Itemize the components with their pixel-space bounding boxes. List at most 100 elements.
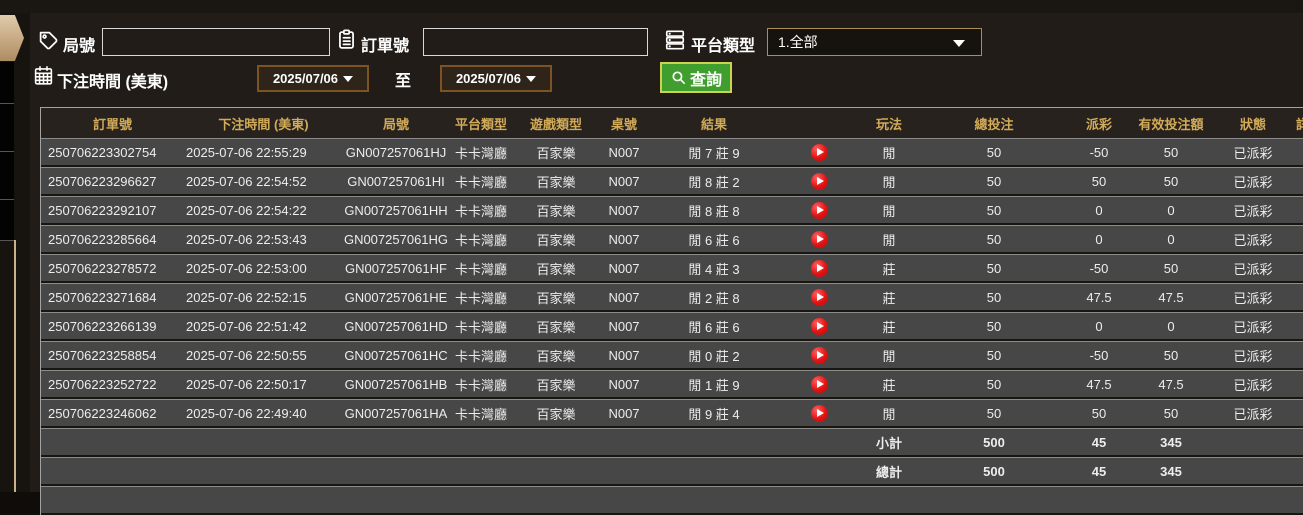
col-header-game: 遊戲類型 [529, 116, 582, 132]
cell-valid-bet: 47.5 [1129, 283, 1213, 312]
play-video-button[interactable] [810, 375, 828, 393]
cell-clipped [1293, 341, 1303, 370]
to-label: 至 [395, 73, 412, 90]
sidebar-item-clipped[interactable] [0, 104, 14, 152]
cell-status: 已派彩 [1213, 370, 1293, 399]
cell-result: 閒 4 莊 3 [649, 254, 779, 283]
cell-table: N007 [599, 225, 649, 254]
col-header-total-bet: 總投注 [974, 116, 1014, 132]
table-row: 250706223296627 2025-07-06 22:54:52 GN00… [41, 167, 1303, 196]
cell-valid-bet: 0 [1129, 196, 1213, 225]
play-video-button[interactable] [810, 346, 828, 364]
bet-history-table: 訂單號 下注時間 (美東) 局號 平台類型 遊戲類型 桌號 結果 玩法 總投注 … [40, 107, 1303, 515]
play-icon [816, 206, 824, 215]
cell-result: 閒 9 莊 4 [649, 399, 779, 428]
date-to-picker[interactable]: 2025/07/06 [440, 65, 552, 92]
cell-total-bet: 50 [919, 312, 1069, 341]
play-icon [816, 264, 824, 273]
cell-clipped [1293, 283, 1303, 312]
cell-round: GN007257061HH [343, 196, 449, 225]
round-number-label: 局號 [63, 38, 96, 55]
cell-status: 已派彩 [1213, 312, 1293, 341]
date-from-picker[interactable]: 2025/07/06 [257, 65, 369, 92]
col-header-round: 局號 [382, 116, 409, 132]
cell-video [779, 399, 859, 428]
rail-divider-line [14, 240, 16, 492]
cell-status: 已派彩 [1213, 254, 1293, 283]
play-video-button[interactable] [810, 143, 828, 161]
cell-valid-bet: 50 [1129, 167, 1213, 196]
cell-time: 2025-07-06 22:49:40 [184, 399, 343, 428]
cell-valid-bet: 50 [1129, 138, 1213, 167]
cell-clipped [1293, 225, 1303, 254]
round-number-input[interactable] [102, 28, 330, 56]
order-number-input[interactable] [423, 28, 648, 56]
cell-round: GN007257061HD [343, 312, 449, 341]
cell-round: GN007257061HE [343, 283, 449, 312]
play-video-button[interactable] [810, 201, 828, 219]
summary-total-bet: 500 [919, 457, 1069, 486]
cell-result: 閒 8 莊 2 [649, 167, 779, 196]
cell-valid-bet: 50 [1129, 341, 1213, 370]
play-video-button[interactable] [810, 259, 828, 277]
cell-video [779, 341, 859, 370]
cell-round: GN007257061HG [343, 225, 449, 254]
play-video-button[interactable] [810, 404, 828, 422]
cell-total-bet: 50 [919, 225, 1069, 254]
cell-platform: 卡卡灣廳 [449, 283, 513, 312]
play-icon [816, 148, 824, 157]
sidebar-item-clipped[interactable] [0, 152, 14, 200]
col-header-valid-bet: 有效投注額 [1138, 116, 1204, 132]
cell-clipped [1293, 138, 1303, 167]
cell-order: 250706223252722 [41, 370, 184, 399]
cell-table: N007 [599, 283, 649, 312]
cell-video [779, 225, 859, 254]
play-video-button[interactable] [810, 230, 828, 248]
cell-table: N007 [599, 399, 649, 428]
cell-payout: 50 [1069, 399, 1129, 428]
cell-order: 250706223285664 [41, 225, 184, 254]
cell-game: 百家樂 [513, 312, 599, 341]
cell-clipped [1293, 167, 1303, 196]
play-video-button[interactable] [810, 288, 828, 306]
summary-payout: 45 [1069, 457, 1129, 486]
search-button[interactable]: 查詢 [660, 62, 733, 93]
summary-row: 小計 500 45 345 [41, 428, 1303, 457]
col-header-time: 下注時間 (美東) [218, 116, 309, 132]
play-video-button[interactable] [810, 317, 828, 335]
cell-time: 2025-07-06 22:50:55 [184, 341, 343, 370]
top-strip [0, 0, 1303, 14]
cell-total-bet: 50 [919, 167, 1069, 196]
table-row: 250706223292107 2025-07-06 22:54:22 GN00… [41, 196, 1303, 225]
table-row: 250706223278572 2025-07-06 22:53:00 GN00… [41, 254, 1303, 283]
cell-order: 250706223266139 [41, 312, 184, 341]
cell-table: N007 [599, 254, 649, 283]
cell-order: 250706223246062 [41, 399, 184, 428]
table-row: 250706223271684 2025-07-06 22:52:15 GN00… [41, 283, 1303, 312]
chevron-down-icon [953, 40, 965, 47]
cell-payout: 47.5 [1069, 283, 1129, 312]
sidebar-item-clipped[interactable] [0, 200, 14, 241]
col-header-payout: 派彩 [1085, 116, 1112, 132]
cell-time: 2025-07-06 22:53:00 [184, 254, 343, 283]
cell-time: 2025-07-06 22:50:17 [184, 370, 343, 399]
platform-type-select[interactable]: 1.全部 [767, 28, 982, 56]
play-video-button[interactable] [810, 172, 828, 190]
cell-clipped [1293, 399, 1303, 428]
sidebar-collapse-tab[interactable] [0, 15, 24, 61]
search-icon [670, 69, 687, 86]
cell-platform: 卡卡灣廳 [449, 225, 513, 254]
cell-order: 250706223278572 [41, 254, 184, 283]
summary-row: 總計 500 45 345 [41, 457, 1303, 486]
left-rail [0, 13, 30, 492]
cell-result: 閒 1 莊 9 [649, 370, 779, 399]
cell-time: 2025-07-06 22:53:43 [184, 225, 343, 254]
cell-time: 2025-07-06 22:54:52 [184, 167, 343, 196]
cell-game: 百家樂 [513, 283, 599, 312]
cell-platform: 卡卡灣廳 [449, 312, 513, 341]
sidebar-item-clipped[interactable] [0, 62, 14, 104]
table-body: 250706223302754 2025-07-06 22:55:29 GN00… [41, 138, 1303, 515]
cell-video [779, 196, 859, 225]
cell-table: N007 [599, 370, 649, 399]
cell-status: 已派彩 [1213, 138, 1293, 167]
